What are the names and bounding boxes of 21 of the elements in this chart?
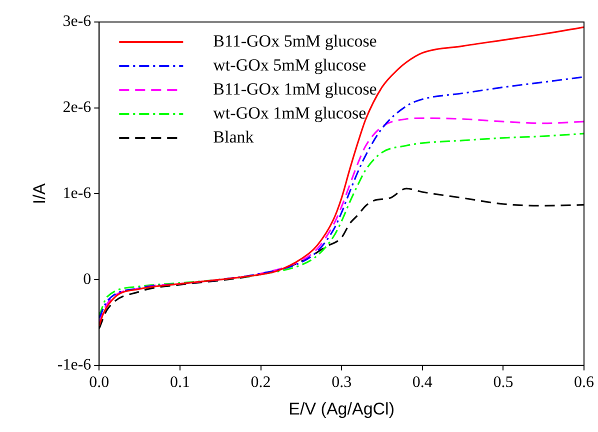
x-tick-label: 0.0 <box>89 374 110 392</box>
y-tick-label: 0 <box>83 270 92 288</box>
x-tick-label: 0.3 <box>332 374 352 392</box>
line-series <box>99 26 584 327</box>
x-tick-label: 0.1 <box>170 374 190 392</box>
legend-label: Blank <box>213 127 254 146</box>
legend-label: B11-GOx 5mM glucose <box>213 31 377 50</box>
y-axis-title: I/A <box>30 182 49 204</box>
y-tick-label: 2e-6 <box>62 99 92 116</box>
line-series <box>99 76 584 319</box>
legend-label: wt-GOx 5mM glucose <box>213 55 366 74</box>
y-tick-label: 1e-6 <box>62 184 92 202</box>
x-tick-label: 0.4 <box>412 374 432 392</box>
y-tick-label: 3e-6 <box>62 13 92 30</box>
legend-label: wt-GOx 1mM glucose <box>213 103 366 122</box>
y-tick-label: -1e-6 <box>57 356 92 374</box>
legend-label: B11-GOx 1mM glucose <box>213 79 377 98</box>
x-tick-label: 0.5 <box>493 374 514 392</box>
x-tick-label: 0.2 <box>250 374 271 392</box>
x-axis-title: E/V (Ag/AgCl) <box>288 399 394 418</box>
x-tick-label: 0.6 <box>574 374 594 392</box>
